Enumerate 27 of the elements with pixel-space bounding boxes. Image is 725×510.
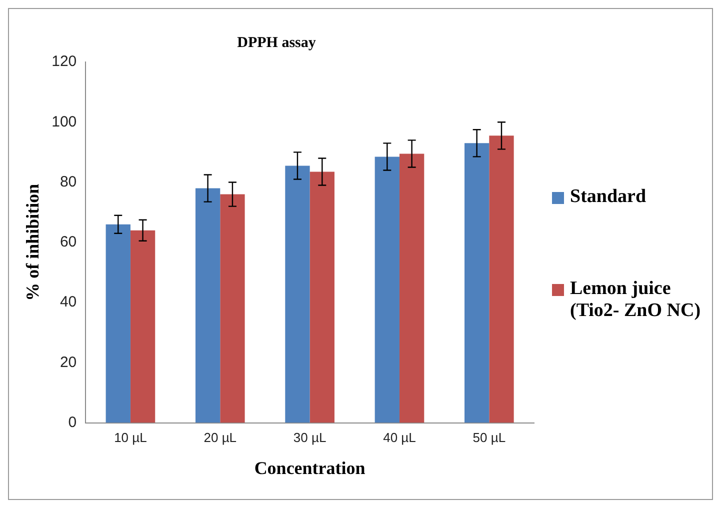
- y-tick-label: 120: [52, 53, 77, 70]
- bar: [106, 224, 130, 423]
- x-tick-label: 40 µL: [383, 430, 416, 446]
- y-tick-label: 20: [60, 354, 77, 371]
- bar: [489, 136, 514, 423]
- y-tick-label: 100: [52, 113, 77, 130]
- y-tick-label: 0: [68, 414, 77, 431]
- x-tick-label: 30 µL: [293, 430, 326, 446]
- y-tick-label: 60: [60, 234, 77, 251]
- legend-label: Standard: [570, 186, 648, 208]
- x-tick-label: 10 µL: [114, 430, 147, 446]
- y-tick-label: 40: [60, 294, 77, 311]
- chart-title: DPPH assay: [237, 34, 316, 51]
- bar: [374, 156, 400, 423]
- bar: [220, 194, 245, 423]
- x-tick-label: 50 µL: [472, 430, 506, 446]
- x-tick-label: 20 µL: [204, 430, 237, 446]
- bar: [310, 172, 334, 423]
- bar: [195, 188, 220, 423]
- bar: [399, 154, 424, 423]
- bar: [464, 143, 490, 423]
- y-axis-title: % of inhibition: [22, 184, 42, 301]
- x-axis-title: Concentration: [254, 458, 366, 478]
- legend-label: Lemon juice (Tio2- ZnO NC): [570, 278, 702, 322]
- bar: [130, 230, 156, 423]
- y-tick-label: 80: [60, 173, 77, 190]
- bar: [285, 166, 310, 423]
